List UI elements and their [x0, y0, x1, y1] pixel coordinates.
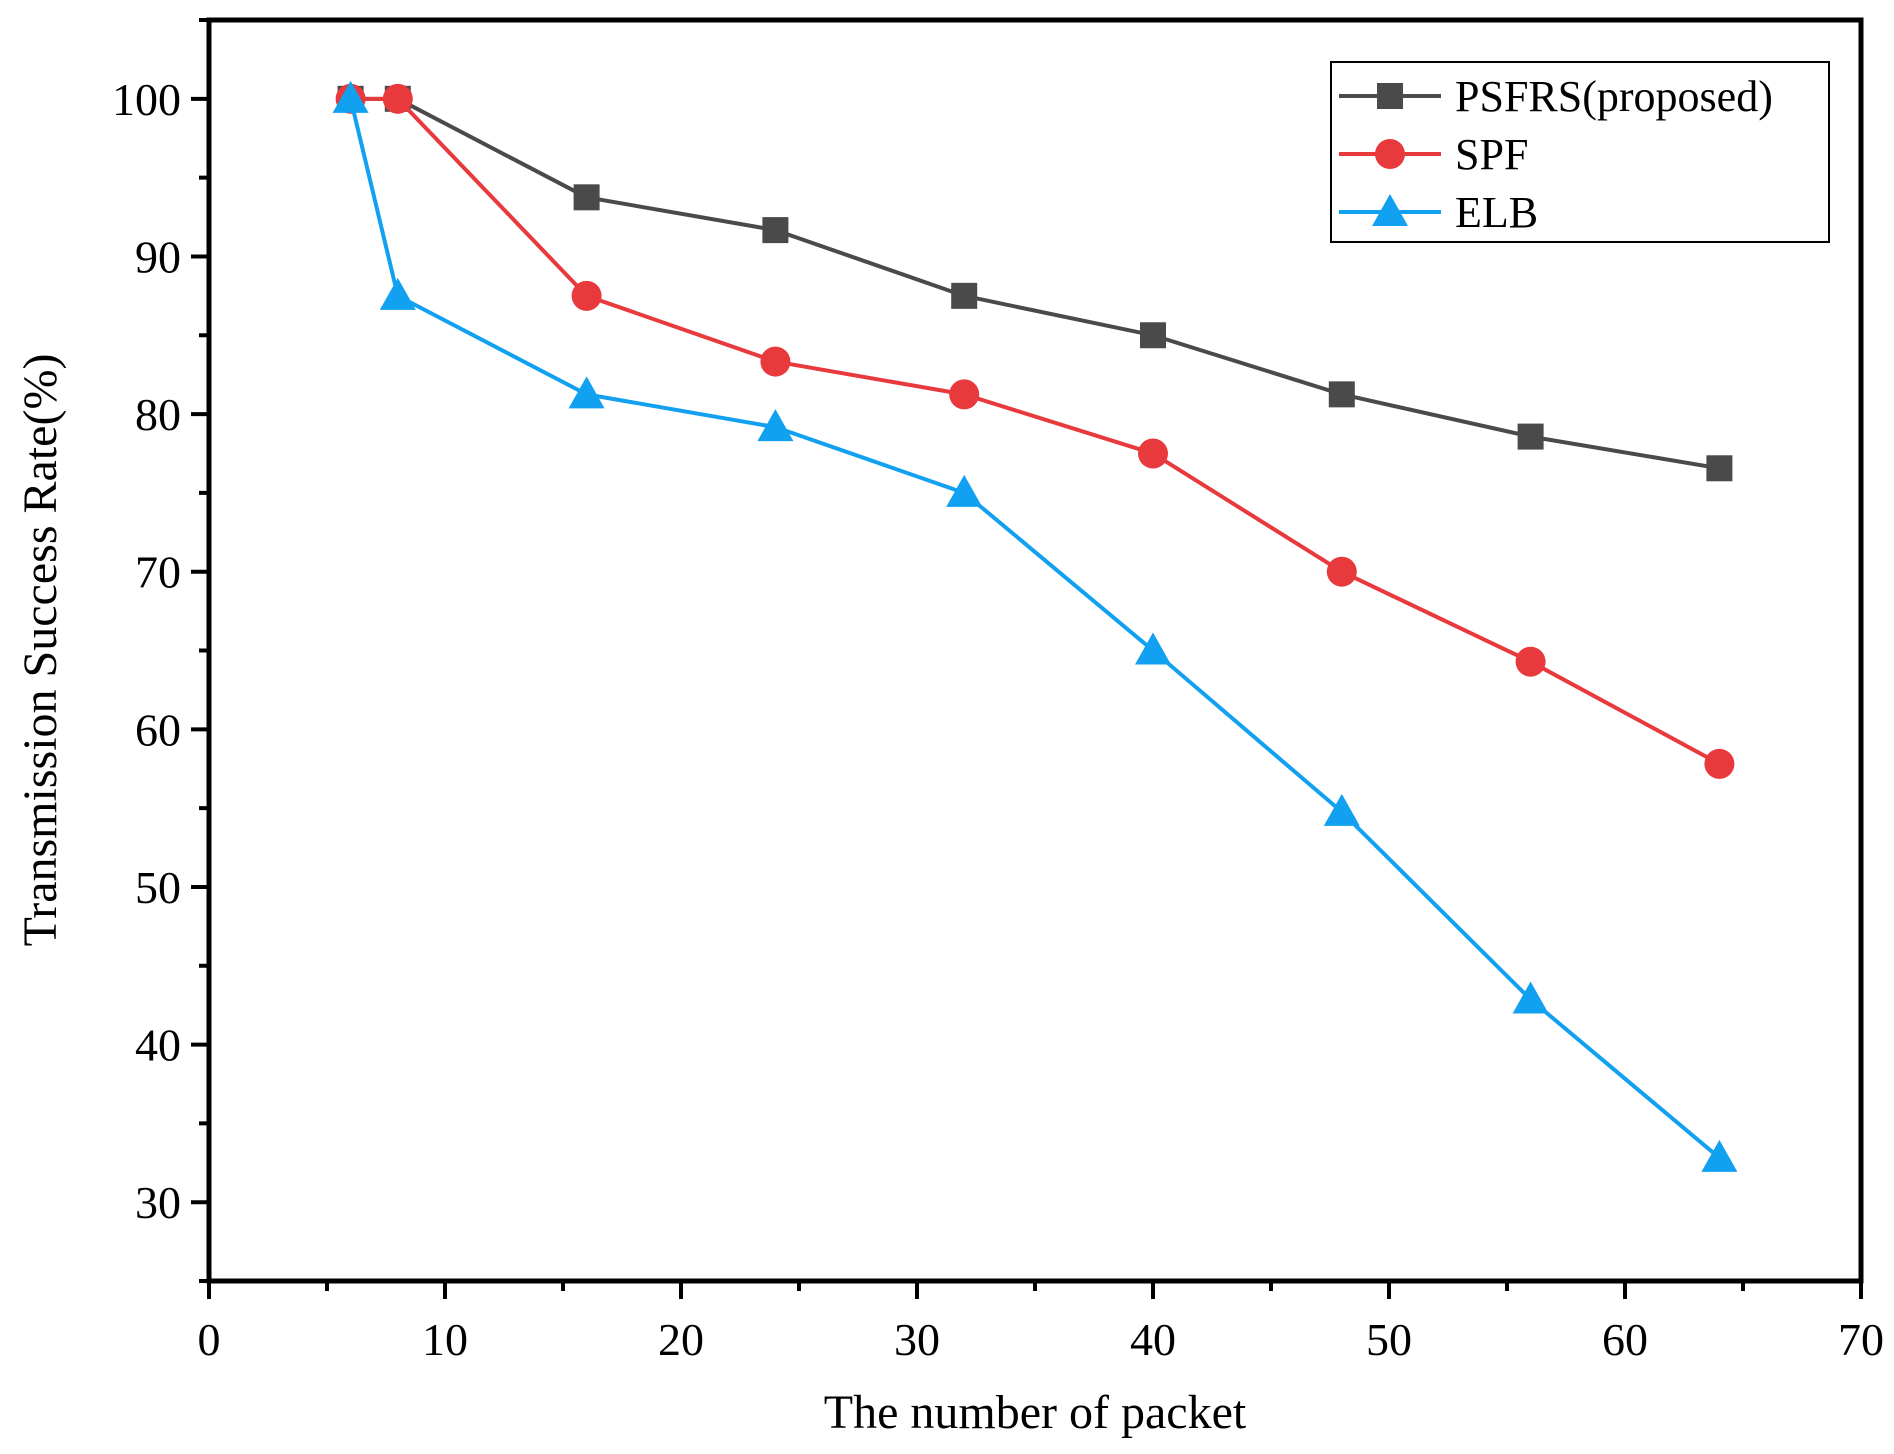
y-tick-label: 30 [135, 1177, 181, 1228]
legend-item: ELB [1339, 188, 1538, 237]
data-point [1138, 438, 1168, 469]
x-tick-label: 20 [658, 1314, 704, 1365]
y-tick-label: 60 [135, 704, 181, 755]
data-point [762, 217, 789, 244]
legend-marker [1372, 194, 1408, 226]
legend: PSFRS(proposed) SPF ELB [1330, 61, 1830, 243]
data-point [1701, 1139, 1738, 1172]
data-point [760, 346, 791, 377]
x-tick-label: 60 [1602, 1314, 1648, 1365]
ticks: 0 10 20 30 40 50 60 70 30 40 50 60 70 80 90 100 [112, 18, 1884, 1365]
data-point [1323, 793, 1360, 826]
data-point [1135, 632, 1171, 665]
data-point [951, 282, 978, 309]
data-point [1517, 423, 1544, 450]
data-point [757, 409, 794, 442]
legend-label: PSFRS(proposed) [1455, 72, 1773, 121]
legend-label: ELB [1455, 188, 1538, 237]
x-tick-label: 0 [198, 1314, 221, 1365]
x-axis-title: The number of packet [824, 1386, 1247, 1439]
data-point [949, 379, 980, 410]
data-point [568, 376, 605, 409]
x-tick-label: 10 [422, 1314, 468, 1365]
data-point [1512, 981, 1549, 1014]
legend-marker [1375, 139, 1405, 169]
data-point [1326, 556, 1357, 587]
legend-item: SPF [1339, 130, 1528, 179]
data-point [946, 474, 983, 507]
data-point [1706, 455, 1733, 482]
legend-label: SPF [1455, 130, 1528, 179]
legend-marker [1377, 83, 1403, 109]
y-tick-label: 50 [135, 862, 181, 913]
y-tick-label: 80 [135, 389, 181, 440]
y-tick-label: 40 [135, 1020, 181, 1071]
series-spf [335, 83, 1735, 779]
data-point [1704, 748, 1735, 779]
legend-item: PSFRS(proposed) [1339, 72, 1773, 121]
data-point [382, 83, 413, 114]
data-point [332, 80, 369, 113]
x-tick-label: 50 [1366, 1314, 1412, 1365]
y-tick-label: 70 [135, 547, 181, 598]
x-tick-label: 70 [1838, 1314, 1884, 1365]
data-point [379, 277, 416, 310]
data-point [1140, 322, 1166, 349]
data-point [571, 280, 602, 311]
data-point [1328, 381, 1355, 408]
data-point [573, 184, 600, 211]
y-axis-title: Transmission Success Rate(%) [14, 354, 67, 947]
series-line [348, 98, 1721, 1160]
x-tick-label: 30 [894, 1314, 940, 1365]
y-tick-label: 90 [135, 231, 181, 282]
y-tick-label: 100 [112, 74, 181, 125]
x-tick-label: 40 [1130, 1314, 1176, 1365]
data-point [1515, 646, 1546, 677]
series-elb [332, 80, 1738, 1172]
series-layer [332, 80, 1738, 1172]
